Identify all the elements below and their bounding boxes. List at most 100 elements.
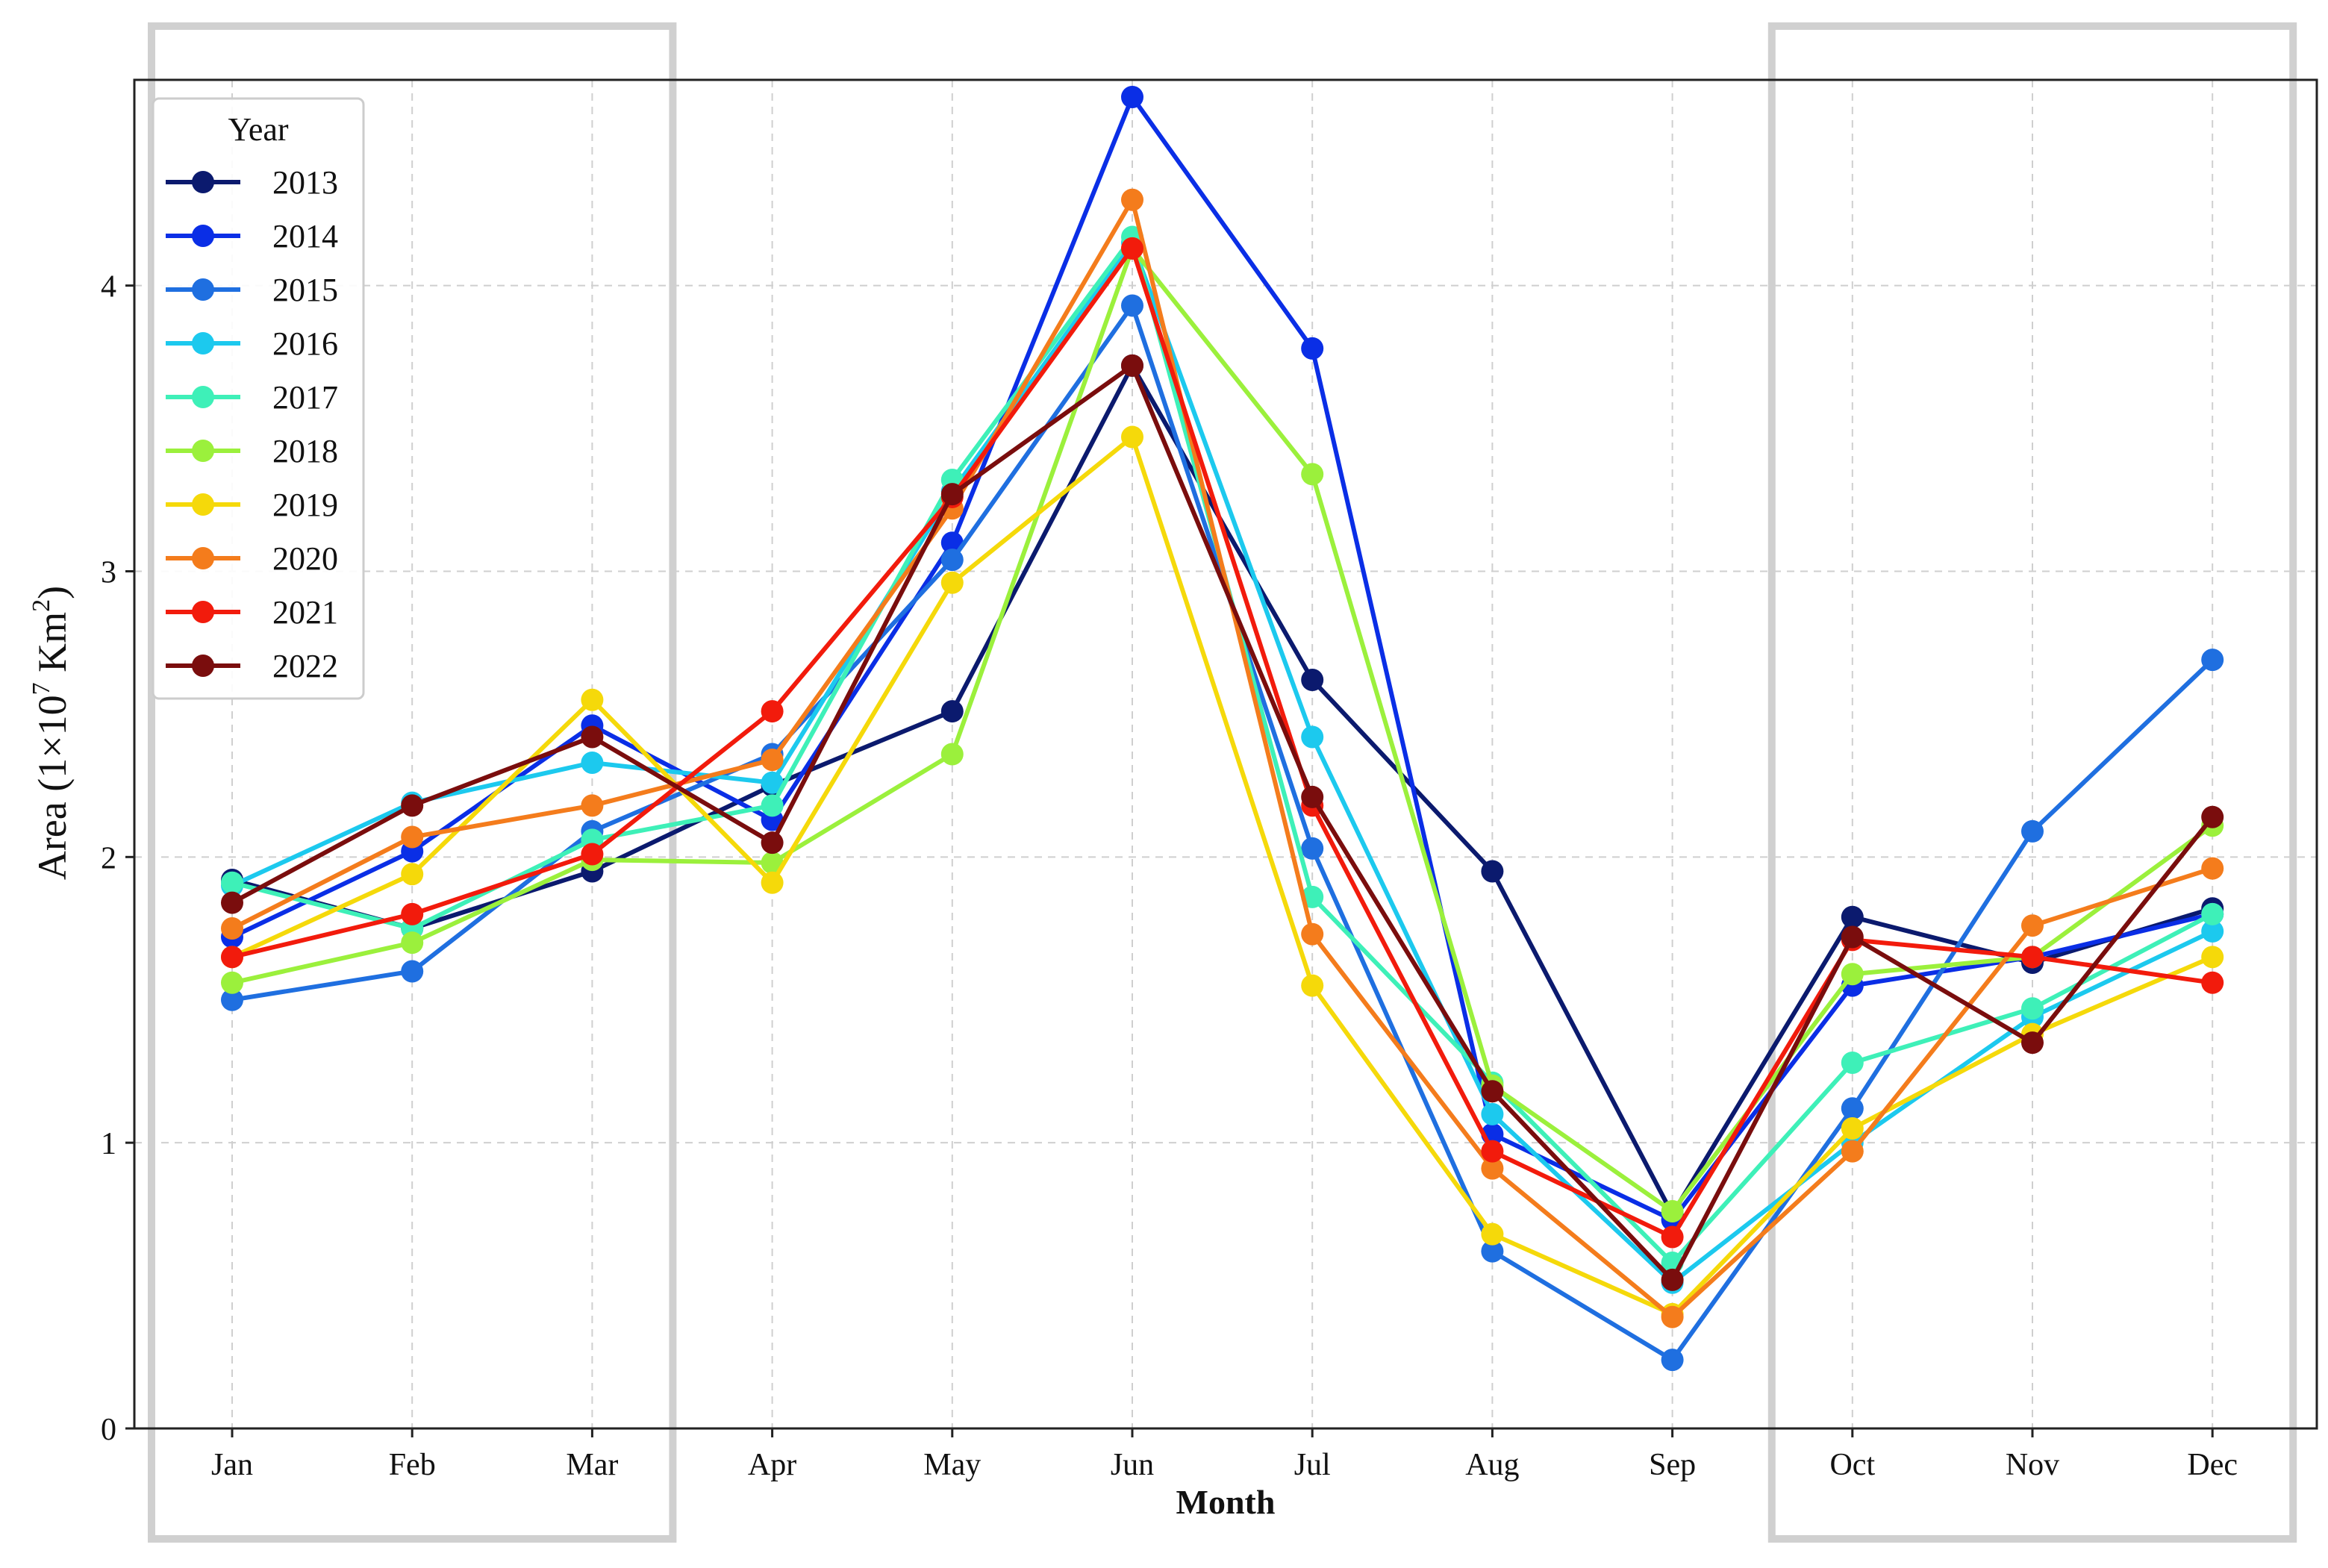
legend-label: 2020 (272, 540, 338, 577)
legend-marker (192, 278, 214, 301)
y-tick-label: 0 (101, 1413, 116, 1447)
series-2018 (221, 237, 2224, 1223)
legend-marker (192, 171, 214, 193)
series-line-2017 (231, 234, 2214, 1265)
data-point-2014-Jun (1121, 85, 1143, 108)
data-point-2015-Nov (2021, 819, 2044, 843)
legend: Year 2013 2014 2015 2016 2017 2018 2019 2020 202… (152, 97, 365, 700)
data-point-2017-Apr (761, 794, 784, 817)
data-point-2020-Jun (1121, 188, 1143, 211)
legend-marker (192, 601, 214, 623)
data-point-2015-Jun (1121, 294, 1143, 317)
data-point-2020-Dec (2201, 857, 2224, 880)
data-point-2019-Dec (2201, 946, 2224, 969)
data-point-2016-Aug (1481, 1102, 1504, 1125)
data-point-2022-Nov (2021, 1031, 2044, 1055)
legend-marker (192, 386, 214, 408)
legend-items: 2013 2014 2015 2016 2017 2018 2019 2020 2021 2022 (166, 164, 338, 684)
legend-item-2019: 2019 (166, 487, 338, 523)
legend-marker (192, 493, 214, 516)
data-point-2019-Feb (401, 863, 424, 886)
data-point-2021-Apr (761, 700, 784, 723)
data-point-2017-Nov (2021, 997, 2044, 1020)
data-point-2019-Aug (1481, 1222, 1504, 1246)
x-axis-label: Month (1176, 1483, 1276, 1521)
data-point-2015-Feb (401, 960, 424, 983)
data-point-2015-Aug (1481, 1240, 1504, 1263)
series-line-2014 (231, 94, 2213, 1222)
legend-item-2021: 2021 (166, 594, 338, 631)
data-point-2018-Sep (1661, 1200, 1684, 1223)
data-point-2022-Sep (1661, 1268, 1684, 1291)
data-point-2022-May (940, 483, 964, 506)
data-point-2013-Oct (1841, 905, 1864, 928)
data-point-2017-Dec (2201, 902, 2224, 925)
x-tick-label: Jun (1111, 1448, 1154, 1482)
legend-item-2013: 2013 (166, 164, 338, 201)
legend-label: 2013 (272, 164, 338, 201)
data-point-2016-Mar (581, 751, 604, 774)
data-point-2021-Jun (1121, 237, 1143, 260)
x-tick-label: Nov (2006, 1448, 2059, 1482)
x-tick-label: Oct (1829, 1448, 1875, 1482)
legend-item-2015: 2015 (166, 272, 338, 308)
y-tick-label: 4 (101, 270, 116, 304)
y-axis-label: Area (1×107 Km2) (28, 586, 75, 880)
data-point-2019-May (940, 571, 964, 594)
data-point-2019-Jul (1301, 974, 1324, 997)
grid-lines (134, 80, 2317, 1428)
legend-label: 2017 (272, 379, 338, 416)
x-tick-label: Jan (211, 1448, 253, 1482)
data-point-2018-Jul (1301, 463, 1324, 486)
data-point-2020-Mar (581, 794, 604, 817)
data-point-2019-Jun (1121, 425, 1143, 449)
legend-item-2016: 2016 (166, 325, 338, 362)
legend-marker (192, 655, 214, 677)
data-point-2022-Jun (1121, 354, 1143, 377)
series-2017 (221, 225, 2224, 1274)
data-point-2022-Mar (581, 725, 604, 749)
data-point-2020-Jul (1301, 922, 1324, 946)
data-point-2018-Jan (221, 971, 243, 994)
data-point-2019-Mar (581, 688, 604, 711)
data-point-2021-Jan (221, 946, 243, 969)
data-point-2022-Dec (2201, 805, 2224, 828)
data-point-2015-Jul (1301, 837, 1324, 860)
legend-label: 2021 (272, 594, 338, 631)
data-point-2022-Aug (1481, 1080, 1504, 1103)
data-point-2013-May (940, 700, 964, 723)
data-point-2016-Apr (761, 771, 784, 794)
series-2021 (221, 237, 2224, 1249)
legend-marker (192, 332, 214, 354)
data-point-2019-Apr (761, 871, 784, 894)
data-point-2019-Oct (1841, 1117, 1864, 1140)
data-point-2022-Feb (401, 794, 424, 817)
legend-label: 2015 (272, 272, 338, 308)
data-point-2017-Oct (1841, 1051, 1864, 1074)
data-point-2015-Oct (1841, 1097, 1864, 1120)
data-point-2021-Feb (401, 902, 424, 925)
data-point-2016-Jul (1301, 725, 1324, 749)
legend-item-2022: 2022 (166, 648, 338, 684)
data-point-2020-Sep (1661, 1305, 1684, 1328)
data-point-2018-Apr (761, 851, 784, 874)
legend-item-2014: 2014 (166, 218, 338, 254)
series-line-2022 (231, 363, 2215, 1282)
series-line-2020 (231, 197, 2214, 1319)
x-tick-label: May (923, 1448, 981, 1482)
x-tick-label: Sep (1649, 1448, 1696, 1482)
data-point-2021-Dec (2201, 971, 2224, 994)
series-line-2021 (231, 246, 2213, 1240)
highlight-box (1767, 22, 2297, 1543)
series-lines (221, 85, 2224, 1372)
data-point-2021-Aug (1481, 1140, 1504, 1163)
plot-frame (133, 78, 2318, 1430)
data-point-2021-Mar (581, 843, 604, 866)
data-point-2015-Dec (2201, 649, 2224, 672)
data-point-2022-Jan (221, 891, 243, 914)
series-line-2015 (231, 303, 2215, 1363)
data-point-2021-Nov (2021, 946, 2044, 969)
data-point-2018-May (940, 743, 964, 766)
data-point-2018-Feb (401, 931, 424, 955)
